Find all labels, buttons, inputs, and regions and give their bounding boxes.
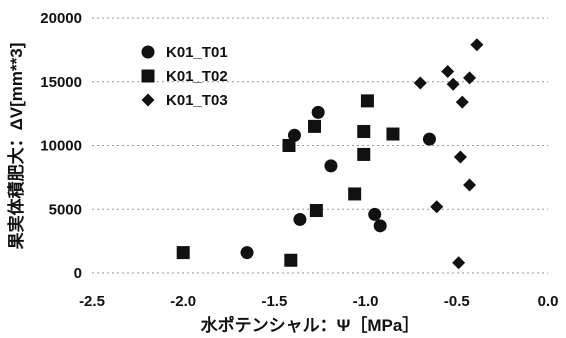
data-point-circle [311, 105, 325, 119]
data-point-circle [422, 132, 436, 146]
x-tick-label: -1.0 [353, 293, 379, 310]
data-point-circle [324, 159, 338, 173]
data-point-diamond [470, 38, 484, 52]
legend-label: K01_T01 [166, 44, 228, 61]
y-tick-label: 0 [74, 265, 82, 282]
y-axis-ticks: 0 5000 10000 15000 20000 [40, 10, 82, 282]
y-tick-label: 20000 [40, 10, 82, 27]
legend-marker-circle [141, 45, 155, 59]
data-point-square [176, 246, 190, 260]
data-point-circle [373, 219, 387, 233]
data-point-square [360, 94, 374, 108]
data-point-diamond [463, 178, 477, 192]
x-axis-label: 水ポテンシャル：Ψ［MPa］ [201, 315, 420, 335]
data-point-diamond [463, 71, 477, 85]
y-tick-label: 15000 [40, 74, 82, 91]
data-point-circle [368, 207, 382, 221]
data-point-diamond [452, 256, 466, 270]
data-point-diamond [446, 77, 460, 91]
data-points [176, 38, 484, 270]
x-tick-label: -1.5 [261, 293, 287, 310]
data-point-square [357, 147, 371, 161]
y-tick-label: 5000 [49, 201, 82, 218]
data-point-square [284, 253, 298, 267]
data-point-diamond [441, 65, 455, 79]
y-axis-label: 果実体積肥大：ΔV[mm**3] [6, 43, 26, 250]
data-point-diamond [430, 200, 444, 214]
data-point-circle [240, 246, 254, 260]
data-point-diamond [413, 76, 427, 90]
grid-lines [92, 17, 548, 274]
data-point-square [308, 119, 322, 133]
legend: K01_T01 K01_T02 K01_T03 [141, 44, 228, 109]
data-point-square [309, 204, 323, 218]
data-point-circle [287, 128, 301, 142]
data-point-diamond [453, 150, 467, 164]
legend-marker-diamond [141, 93, 155, 107]
x-axis-ticks: -2.5 -2.0 -1.5 -1.0 -0.5 0.0 [79, 293, 558, 310]
data-point-square [357, 124, 371, 138]
legend-label: K01_T03 [166, 92, 228, 109]
data-point-square [282, 139, 296, 152]
x-tick-label: 0.0 [538, 293, 559, 310]
x-tick-label: -2.5 [79, 293, 105, 310]
data-point-square [348, 187, 362, 201]
y-tick-label: 10000 [40, 138, 82, 155]
data-point-square [386, 127, 400, 141]
legend-label: K01_T02 [166, 68, 228, 85]
x-tick-label: -2.0 [170, 293, 196, 310]
x-tick-label: -0.5 [444, 293, 470, 310]
legend-marker-square [141, 69, 155, 83]
data-point-diamond [455, 95, 469, 109]
data-point-circle [293, 212, 307, 226]
